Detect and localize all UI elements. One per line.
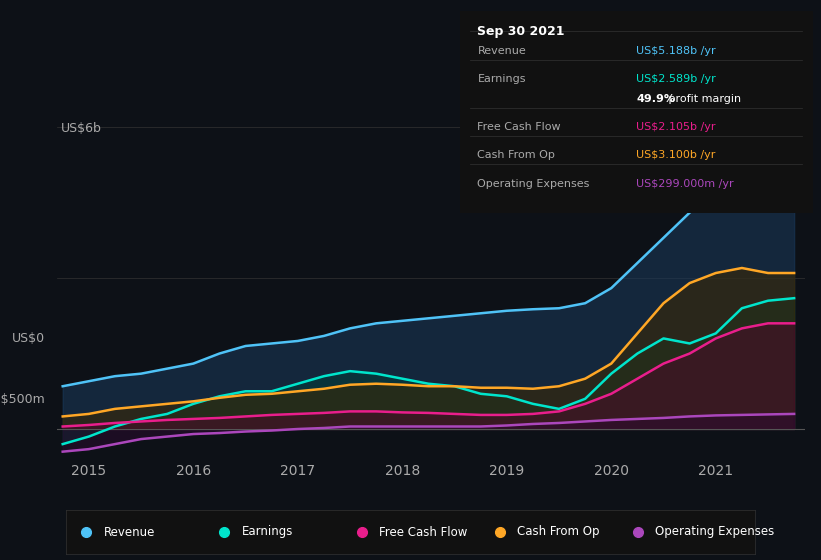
Text: US$6b: US$6b xyxy=(62,123,102,136)
Text: US$5.188b /yr: US$5.188b /yr xyxy=(636,45,716,55)
Text: Cash From Op: Cash From Op xyxy=(517,525,600,539)
Text: Operating Expenses: Operating Expenses xyxy=(655,525,774,539)
Text: Cash From Op: Cash From Op xyxy=(478,151,555,160)
Text: Sep 30 2021: Sep 30 2021 xyxy=(478,25,565,38)
Text: Earnings: Earnings xyxy=(241,525,293,539)
Text: Operating Expenses: Operating Expenses xyxy=(478,179,589,189)
Text: 49.9%: 49.9% xyxy=(636,94,676,104)
Text: Revenue: Revenue xyxy=(478,45,526,55)
Text: US$2.589b /yr: US$2.589b /yr xyxy=(636,74,716,84)
Text: US$0: US$0 xyxy=(12,332,45,344)
Text: Revenue: Revenue xyxy=(103,525,155,539)
Text: Free Cash Flow: Free Cash Flow xyxy=(478,122,561,132)
Text: Earnings: Earnings xyxy=(478,74,526,84)
Text: -US$500m: -US$500m xyxy=(0,393,45,406)
Text: Free Cash Flow: Free Cash Flow xyxy=(379,525,468,539)
Text: US$299.000m /yr: US$299.000m /yr xyxy=(636,179,734,189)
Text: profit margin: profit margin xyxy=(664,94,741,104)
Text: US$2.105b /yr: US$2.105b /yr xyxy=(636,122,716,132)
Text: US$3.100b /yr: US$3.100b /yr xyxy=(636,151,716,160)
